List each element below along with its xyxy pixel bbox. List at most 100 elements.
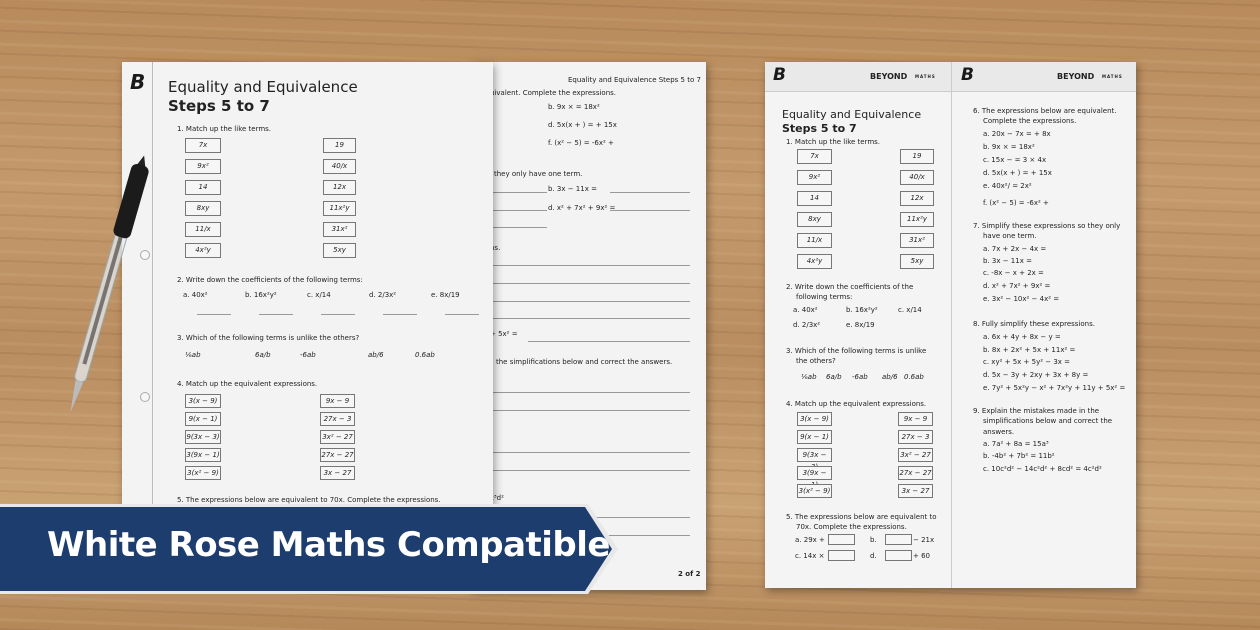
- term-box: 31x²: [323, 222, 356, 237]
- answer-line: [197, 314, 231, 315]
- unlike-term: ⅙ab: [801, 373, 817, 381]
- question-3: the others?: [796, 357, 836, 365]
- brand-sub: MATHS: [1102, 74, 1123, 79]
- worksheet-text: the simplifications below and correct th…: [496, 358, 673, 366]
- expression-box: 3(9x − 1): [185, 448, 221, 462]
- page-title: Equality and Equivalence: [168, 78, 358, 96]
- expression-box: 3x − 27: [320, 466, 355, 480]
- expression-item: a. 7a² + 8a = 15a³: [983, 440, 1049, 448]
- answer-line: [492, 452, 690, 453]
- term-box: 8xy: [185, 201, 221, 216]
- term-box: 5xy: [323, 243, 356, 258]
- brand-logo: B: [130, 70, 146, 94]
- worksheet-text: they only have one term.: [494, 170, 583, 178]
- unlike-term: 6a/b: [255, 351, 271, 359]
- answer-line: [383, 314, 417, 315]
- answer-box: [885, 534, 912, 545]
- margin-rule: [152, 62, 153, 532]
- expression-box: 3x − 27: [898, 484, 933, 498]
- answer-line: [492, 301, 690, 302]
- answer-line: [492, 192, 547, 193]
- expression-item: b. 9x × = 18x²: [983, 143, 1035, 151]
- page-header: Equality and Equivalence Steps 5 to 7: [568, 76, 701, 84]
- unlike-term: ab/6: [882, 373, 898, 381]
- term-box: 11/x: [797, 233, 832, 248]
- question-2: 2. Write down the coefficients of the fo…: [177, 276, 363, 284]
- expression-box: 3(x² − 9): [185, 466, 221, 480]
- worksheet-text: uivalent. Complete the expressions.: [490, 89, 616, 97]
- header-bar: [765, 62, 1136, 92]
- unlike-term: -6ab: [852, 373, 868, 381]
- term-box: 14: [185, 180, 221, 195]
- expression-box: 27x − 27: [320, 448, 355, 462]
- expression-item: d. 5x(x + ) = + 15x: [983, 169, 1052, 177]
- worksheet-spread: B B BEYOND MATHS BEYOND MATHS Equality and Equ…: [765, 62, 1136, 588]
- question-6: Complete the expressions.: [983, 117, 1077, 125]
- brand-logo: B: [961, 65, 974, 85]
- answer-line: [492, 283, 690, 284]
- question-3: 3. Which of the following terms is unlik…: [177, 334, 360, 342]
- term-box: 14: [797, 191, 832, 206]
- question-9: answers.: [983, 428, 1015, 436]
- question-5: 5. The expressions below are equivalent …: [786, 513, 937, 521]
- answer-line: [492, 470, 690, 471]
- expression-item: f. (x² − 5) = -6x² +: [983, 199, 1049, 207]
- expression-box: 9(3x − 3): [797, 448, 832, 471]
- coefficient-term: e. 8x/19: [431, 291, 460, 299]
- question-7: 7. Simplify these expressions so they on…: [973, 222, 1121, 230]
- page-subtitle: Steps 5 to 7: [168, 97, 270, 115]
- term-box: 19: [900, 149, 934, 164]
- expression-item: e. 7y² + 5x²y − x² + 7x²y + 11y + 5x² =: [983, 384, 1126, 392]
- term-box: 7x: [797, 149, 832, 164]
- expression-item: b. 8x + 2x² + 5x + 11x² =: [983, 346, 1076, 354]
- unlike-term: -6ab: [300, 351, 316, 359]
- unlike-term: 0.6ab: [415, 351, 435, 359]
- question-1: 1. Match up the like terms.: [177, 125, 272, 133]
- coefficient-term: e. 8x/19: [846, 321, 875, 329]
- term-box: 11x²y: [900, 212, 934, 227]
- term-box: 40/x: [900, 170, 934, 185]
- answer-line: [528, 341, 690, 342]
- expression-item: e. 40x²/ = 2x²: [983, 182, 1032, 190]
- expression-item: c. 15x − = 3 × 4x: [983, 156, 1047, 164]
- expression-item: e. 3x² − 10x² − 4x² =: [983, 295, 1060, 303]
- expression-item: c. 10c²d² − 14c²d² + 8cd² = 4c²d²: [983, 465, 1102, 473]
- expression-item: d. x² + 7x² + 9x² =: [983, 282, 1051, 290]
- compatibility-banner: White Rose Maths Compatible: [0, 507, 612, 591]
- question-2: 2. Write down the coefficients of the: [786, 283, 914, 291]
- expression-box: 9x − 9: [898, 412, 933, 426]
- term-box: 11x²y: [323, 201, 356, 216]
- worksheet-text: + 5x² =: [490, 330, 518, 338]
- expression-box: 9(3x − 3): [185, 430, 221, 444]
- answer-line: [610, 210, 690, 211]
- page-number: 2 of 2: [678, 570, 701, 578]
- expression-box: 3x² − 27: [320, 430, 355, 444]
- term-box: 9x²: [797, 170, 832, 185]
- unlike-term: ⅙ab: [185, 351, 201, 359]
- expression-item: a. 20x − 7x = + 8x: [983, 130, 1051, 138]
- question-8: 8. Fully simplify these expressions.: [973, 320, 1095, 328]
- worksheet-text: ns.: [490, 244, 501, 252]
- expression-box: 3(x − 9): [185, 394, 221, 408]
- coefficient-term: c. x/14: [898, 306, 922, 314]
- binder-hole: [140, 250, 150, 260]
- answer-box: [828, 534, 855, 545]
- expression-item: c. 14x ×: [795, 552, 825, 560]
- question-6: 6. The expressions below are equivalent.: [973, 107, 1117, 115]
- question-5: 70x. Complete the expressions.: [796, 523, 907, 531]
- question-2: following terms:: [796, 293, 853, 301]
- worksheet-text: b. 9x × = 18x²: [548, 103, 600, 111]
- answer-box: [828, 550, 855, 561]
- term-box: 12x: [900, 191, 934, 206]
- question-4: 4. Match up the equivalent expressions.: [177, 380, 318, 388]
- question-1: 1. Match up the like terms.: [786, 138, 881, 146]
- coefficient-term: a. 40x²: [793, 306, 818, 314]
- brand-logo: B: [773, 65, 786, 85]
- brand-name: BEYOND: [870, 72, 908, 81]
- coefficient-term: d. 2/3x²: [793, 321, 821, 329]
- question-7: have one term.: [983, 232, 1037, 240]
- expression-box: 3(x − 9): [797, 412, 832, 426]
- coefficient-term: c. x/14: [307, 291, 331, 299]
- coefficient-term: d. 2/3x²: [369, 291, 397, 299]
- answer-line: [492, 318, 690, 319]
